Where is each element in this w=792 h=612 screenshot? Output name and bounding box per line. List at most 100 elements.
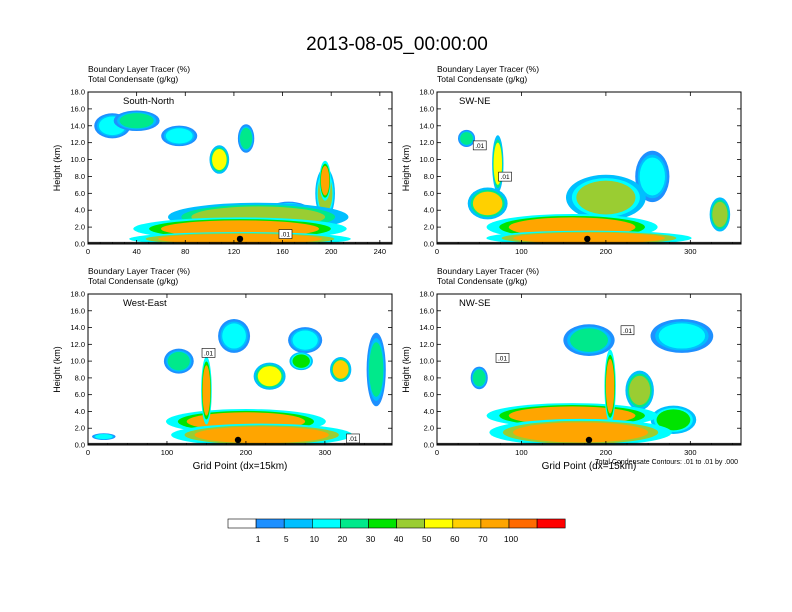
tracer-blob-8-band-2 — [320, 165, 330, 196]
terrain-surface — [88, 241, 392, 244]
colorbar-level-label: 5 — [284, 534, 289, 544]
terrain-surface — [437, 442, 741, 445]
tracer-blob-7-band-2 — [656, 409, 691, 431]
x-tick-label: 200 — [240, 448, 253, 457]
contour-label: .01 — [498, 355, 507, 362]
contour-label: .01 — [281, 232, 290, 239]
y-tick-label: 2.0 — [75, 223, 85, 232]
plot-frame — [87, 293, 393, 446]
y-tick-label: 12.0 — [419, 138, 434, 147]
x-tick-label: 200 — [325, 247, 338, 256]
x-tick-label: 100 — [515, 448, 528, 457]
panel-direction-label: NW-SE — [459, 298, 491, 309]
y-axis-title: Height (km) — [401, 145, 411, 192]
panel-header-tracer: Boundary Layer Tracer (%) — [88, 64, 190, 74]
y-tick-label: 0.0 — [75, 441, 85, 450]
y-tick-label: 10.0 — [70, 357, 85, 366]
panel-direction-label: SW-NE — [459, 96, 491, 107]
colorbar-swatch — [227, 518, 257, 529]
x-tick-label: 0 — [86, 448, 90, 457]
location-marker — [584, 235, 591, 243]
contour-label-box — [346, 433, 360, 444]
y-tick-label: 12.0 — [70, 340, 85, 349]
contour-label: .01 — [623, 328, 632, 335]
colorbar-swatch — [508, 518, 538, 529]
contour-label-box — [201, 348, 216, 358]
y-tick-label: 14.0 — [70, 121, 85, 130]
panel-header-condensate: Total Condensate (g/kg) — [437, 276, 527, 286]
tracer-blob-5-band-2 — [292, 330, 318, 350]
tracer-blob-7-band-2 — [240, 127, 253, 149]
colorbar-level-label: 30 — [366, 534, 376, 544]
colorbar-level-label: 100 — [504, 534, 518, 544]
tracer-blob-2-band-2 — [202, 365, 211, 416]
x-tick-label: 0 — [435, 448, 439, 457]
y-tick-label: 6.0 — [424, 189, 434, 198]
panel-header-condensate: Total Condensate (g/kg) — [88, 74, 178, 84]
tracer-blob-7-band-2 — [712, 201, 728, 228]
colorbar-swatch — [255, 518, 285, 529]
contour-label-box — [620, 325, 635, 336]
y-tick-label: 8.0 — [424, 373, 434, 382]
tracer-blob-6-band-2 — [257, 366, 282, 387]
y-tick-label: 10.0 — [419, 155, 434, 164]
x-tick-label: 200 — [600, 448, 613, 457]
y-tick-label: 16.0 — [419, 104, 434, 113]
panel-south-north: Boundary Layer Tracer (%)Total Condensat… — [52, 64, 393, 256]
x-tick-label: 200 — [600, 247, 613, 256]
colorbar-swatch — [283, 518, 313, 529]
y-axis-title: Height (km) — [52, 346, 62, 393]
x-tick-label: 100 — [161, 448, 174, 457]
panel-header-tracer: Boundary Layer Tracer (%) — [437, 64, 539, 74]
y-tick-label: 2.0 — [424, 223, 434, 232]
contour-footnote: Total Condensate Contours: .01 to .01 by… — [595, 459, 738, 466]
colorbar-swatch — [424, 518, 454, 529]
x-tick-label: 240 — [374, 247, 387, 256]
colorbar-level-label: 50 — [422, 534, 432, 544]
panels-group: Boundary Layer Tracer (%)Total Condensat… — [52, 64, 742, 472]
y-tick-label: 16.0 — [70, 104, 85, 113]
contour-label: .01 — [348, 436, 357, 443]
colorbar-swatch — [452, 518, 482, 529]
tracer-blob-5-band-2 — [658, 323, 706, 349]
y-tick-label: 12.0 — [70, 138, 85, 147]
y-tick-label: 4.0 — [75, 206, 85, 215]
y-tick-label: 0.0 — [424, 441, 434, 450]
tracer-field — [437, 318, 741, 445]
y-tick-label: 18.0 — [70, 290, 85, 299]
panel-header-condensate: Total Condensate (g/kg) — [88, 276, 178, 286]
y-tick-label: 2.0 — [424, 424, 434, 433]
tracer-blob-0-band-2 — [513, 422, 649, 443]
colorbar-swatch — [311, 518, 341, 529]
panel-header-tracer: Boundary Layer Tracer (%) — [88, 266, 190, 276]
colorbar-swatch — [396, 518, 426, 529]
x-tick-label: 40 — [132, 247, 140, 256]
tracer-blob-4-band-2 — [222, 323, 246, 349]
plot-frame — [87, 91, 393, 245]
tracer-blob-3-band-2 — [472, 369, 486, 387]
tracer-field — [88, 318, 392, 445]
y-tick-label: 14.0 — [419, 323, 434, 332]
y-tick-label: 10.0 — [70, 155, 85, 164]
tracer-field — [88, 110, 392, 244]
colorbar-level-label: 70 — [478, 534, 488, 544]
location-marker — [236, 235, 244, 243]
tracer-blob-7-band-2 — [292, 354, 310, 368]
colorbar: 1 5 10 20 30 40 50 60 70 100 — [227, 518, 566, 544]
contour-label-box — [278, 229, 293, 239]
y-tick-label: 2.0 — [75, 424, 85, 433]
x-tick-label: 100 — [515, 247, 528, 256]
colorbar-swatch — [480, 518, 510, 529]
tracer-blob-4-band-2 — [460, 132, 473, 145]
colorbar-level-label: 20 — [338, 534, 348, 544]
panel-nw-se: Boundary Layer Tracer (%)Total Condensat… — [401, 266, 742, 472]
colorbar-level-label: 60 — [450, 534, 460, 544]
y-tick-label: 12.0 — [419, 340, 434, 349]
tracer-blob-6-band-2 — [629, 375, 651, 406]
colorbar-swatch — [536, 518, 566, 529]
y-tick-label: 8.0 — [75, 172, 85, 181]
panel-header-condensate: Total Condensate (g/kg) — [437, 74, 527, 84]
y-tick-label: 0.0 — [75, 240, 85, 249]
tracer-blob-10-band-2 — [95, 434, 113, 440]
y-tick-label: 10.0 — [419, 357, 434, 366]
